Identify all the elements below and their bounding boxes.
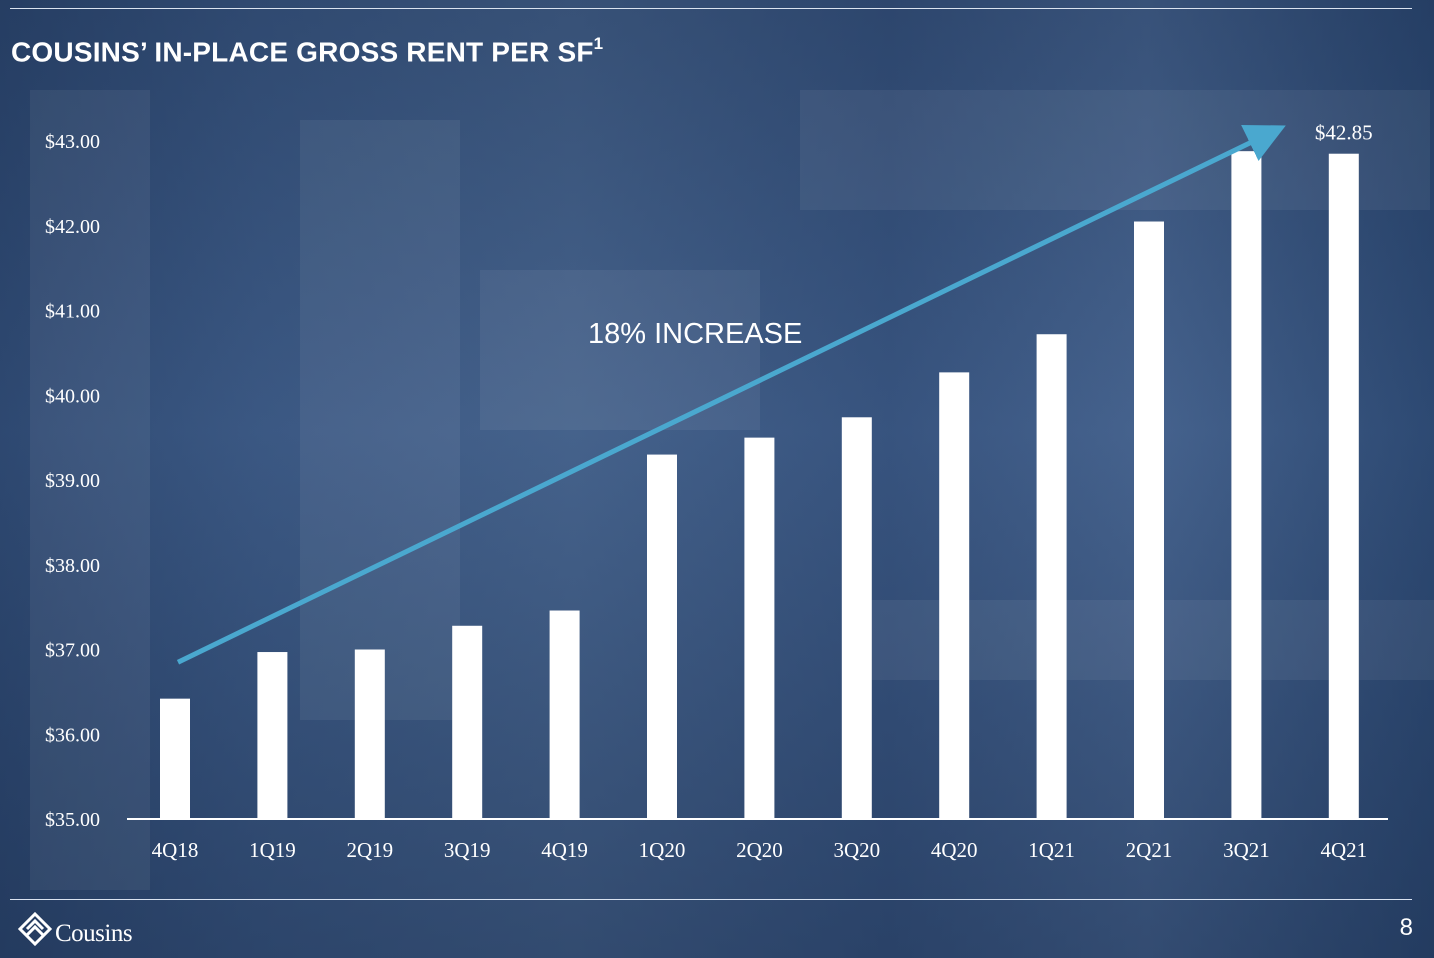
bar <box>744 437 775 819</box>
bar <box>1328 153 1359 819</box>
y-tick-label: $40.00 <box>45 385 100 407</box>
x-tick-label: 2Q21 <box>1126 838 1173 862</box>
x-tick-label: 1Q21 <box>1028 838 1075 862</box>
page-number: 8 <box>1399 914 1413 941</box>
trend-arrow <box>176 124 1286 665</box>
cousins-logo-icon <box>17 912 53 946</box>
bar-series <box>160 151 1359 820</box>
y-axis: $35.00 $36.00 $37.00 $38.00 $39.00 $40.00 $41.… <box>45 131 100 831</box>
bar <box>1231 151 1262 820</box>
bar <box>647 454 677 819</box>
data-label: $42.85 <box>1315 121 1373 145</box>
bar <box>257 652 288 819</box>
y-tick-label: $37.00 <box>45 640 100 662</box>
x-tick-label: 4Q21 <box>1320 838 1367 862</box>
x-tick-label: 3Q21 <box>1223 838 1270 862</box>
y-tick-label: $35.00 <box>45 809 100 831</box>
bar <box>354 649 385 819</box>
x-tick-label: 3Q20 <box>833 838 880 862</box>
slide-title-text: COUSINS’ IN-PLACE GROSS RENT PER SF <box>11 36 594 68</box>
bar <box>160 698 190 819</box>
x-tick-label: 1Q20 <box>639 838 686 862</box>
x-tick-label: 3Q19 <box>444 838 491 862</box>
slide-title: COUSINS’ IN-PLACE GROSS RENT PER SF1 <box>11 34 604 68</box>
x-axis: 4Q18 1Q19 2Q19 3Q19 4Q19 1Q20 2Q20 3Q20 4Q20 1Q21… <box>152 838 1367 862</box>
bar <box>549 610 580 819</box>
x-tick-label: 2Q20 <box>736 838 783 862</box>
increase-annotation: 18% INCREASE <box>588 318 802 350</box>
bar <box>452 625 483 819</box>
background-building-column <box>300 120 460 720</box>
logo-text: Cousins <box>55 920 133 947</box>
y-tick-label: $43.00 <box>45 131 100 153</box>
top-divider <box>10 8 1412 9</box>
data-labels: $42.85 <box>1315 121 1373 145</box>
cousins-logo: Cousins <box>17 911 133 947</box>
title-footnote-marker: 1 <box>593 34 604 53</box>
y-tick-label: $41.00 <box>45 301 100 323</box>
y-tick-label: $42.00 <box>45 216 100 238</box>
bottom-divider <box>10 899 1412 900</box>
y-tick-label: $39.00 <box>45 470 100 492</box>
background-building-column <box>30 90 150 890</box>
x-tick-label: 4Q19 <box>541 838 588 862</box>
bar <box>1036 334 1067 819</box>
background-mezzanine <box>800 90 1430 210</box>
x-tick-label: 2Q19 <box>346 838 393 862</box>
x-tick-label: 4Q20 <box>931 838 978 862</box>
bar <box>1134 221 1164 819</box>
bar <box>841 417 872 819</box>
x-tick-label: 1Q19 <box>249 838 296 862</box>
y-tick-label: $38.00 <box>45 555 100 577</box>
bar <box>939 372 970 819</box>
y-tick-label: $36.00 <box>45 724 100 746</box>
x-tick-label: 4Q18 <box>152 838 199 862</box>
